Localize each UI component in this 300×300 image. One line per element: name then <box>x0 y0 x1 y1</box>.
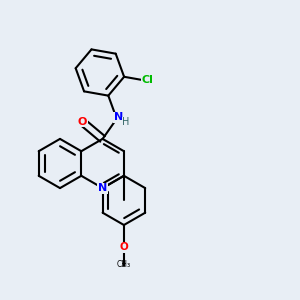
Text: N: N <box>98 183 107 193</box>
Text: N: N <box>114 112 123 122</box>
Text: CH₃: CH₃ <box>117 260 131 268</box>
Text: Cl: Cl <box>141 75 153 85</box>
Text: O: O <box>78 117 87 127</box>
Text: O: O <box>119 242 128 252</box>
Text: H: H <box>122 117 129 127</box>
